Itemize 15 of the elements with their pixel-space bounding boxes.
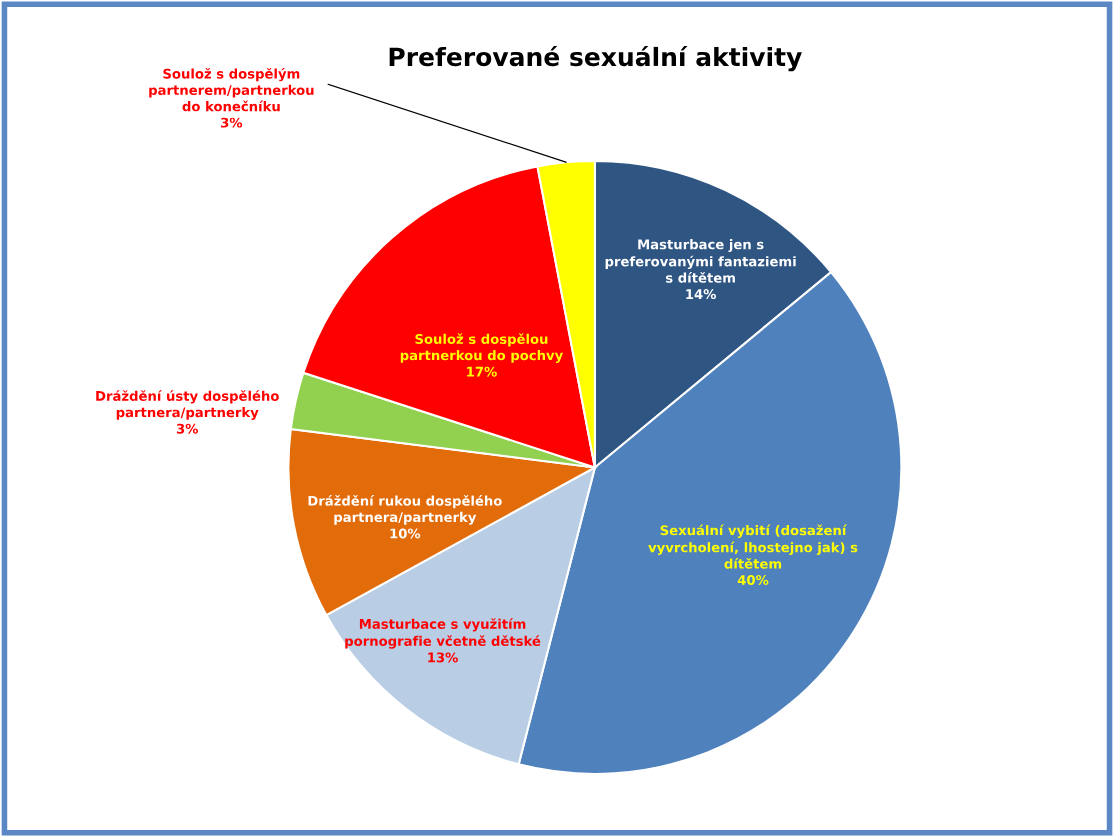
data-label: 3% [176,423,199,434]
slice-label: Masturbace jen s preferovanými fantaziemi s dítětem [605,239,796,283]
slice-label: Dráždění ústy dospělého partnera/partnerky [96,390,279,420]
slice-label: Masturbace s využitím pornografie včetně dětské [345,618,541,649]
slice-label: Dráždění rukou dospělého partnera/partnerky [308,495,502,525]
slice-label: Soulož s dospělou partnerkou do pochvy [400,333,563,363]
data-label: 3% [221,117,243,128]
data-label: 13% [428,652,458,663]
chart-title: Preferované sexuální aktivity [389,45,802,72]
data-label: 40% [737,575,769,586]
data-label: 10% [390,528,421,539]
slice-label: Soulož s dospělým partnerem/partnerkou do konečníku [149,67,314,112]
data-label: 17% [467,366,497,377]
data-label: 14% [686,289,716,300]
slice-label: Sexuální vybití (dosažení vyvrcholení, lhostejno jak) s dítětem [648,524,858,569]
